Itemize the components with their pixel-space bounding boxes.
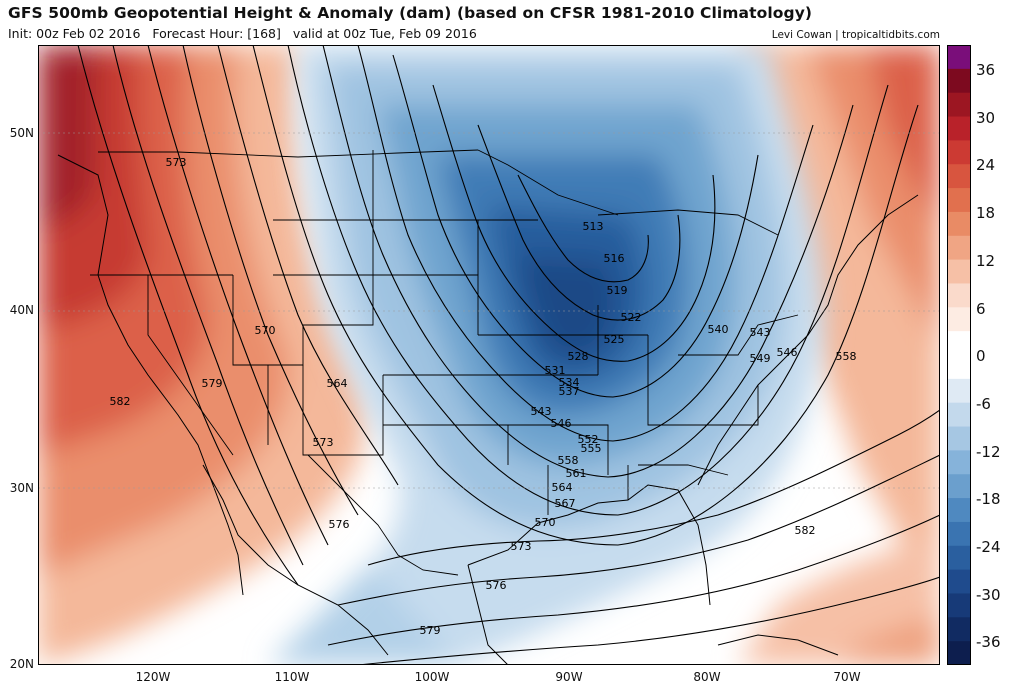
colorbar-label: 0 xyxy=(976,347,986,366)
weather-map: 5735705795825645735765795765735705675645… xyxy=(38,45,940,665)
colorbar-label: -12 xyxy=(976,442,1001,461)
contour-label: 558 xyxy=(836,350,857,363)
lon-label-120w: 120W xyxy=(135,670,171,684)
contour-label: 582 xyxy=(110,395,131,408)
contour-label: 555 xyxy=(581,442,602,455)
colorbar-cell xyxy=(947,211,971,237)
colorbar-cell xyxy=(947,545,971,571)
init-time: Init: 00z Feb 02 2016 xyxy=(8,26,141,41)
colorbar-cell xyxy=(947,474,971,499)
colorbar-cell xyxy=(947,259,971,284)
colorbar-cell xyxy=(947,402,971,428)
colorbar-cell xyxy=(947,426,971,451)
colorbar-label: 6 xyxy=(976,299,986,318)
colorbar-label: 12 xyxy=(976,251,996,270)
colorbar-label: -18 xyxy=(976,490,1001,509)
contour-label: 543 xyxy=(750,326,771,339)
colorbar-label: -6 xyxy=(976,394,991,413)
colorbar-cell xyxy=(947,355,971,380)
contour-label: 522 xyxy=(621,311,642,324)
forecast-hour: Forecast Hour: [168] xyxy=(152,26,281,41)
map-subtitle: Init: 00z Feb 02 2016 Forecast Hour: [16… xyxy=(8,26,477,41)
colorbar-cell xyxy=(947,92,971,118)
height-contours xyxy=(77,45,940,665)
lon-label-90w: 90W xyxy=(555,670,583,684)
contour-label: 534 xyxy=(559,376,580,389)
lon-label-80w: 80W xyxy=(693,670,721,684)
contour-label: 561 xyxy=(566,467,587,480)
contour-label: 513 xyxy=(583,220,604,233)
contour-label: 516 xyxy=(604,252,625,265)
lon-label-70w: 70W xyxy=(833,670,861,684)
contour-label: 582 xyxy=(795,524,816,537)
warm-anomaly-west xyxy=(38,45,367,665)
lon-label-110w: 110W xyxy=(274,670,310,684)
colorbar-cell xyxy=(947,641,971,665)
contour-label: 564 xyxy=(327,377,348,390)
colorbar-cell xyxy=(947,331,971,356)
contour-label: 543 xyxy=(531,405,552,418)
contour-label: 576 xyxy=(486,579,507,592)
colorbar-cell xyxy=(947,116,971,141)
colorbar-label: 30 xyxy=(976,108,996,127)
colorbar-label: -36 xyxy=(976,633,1001,652)
contour-label: 540 xyxy=(708,323,729,336)
contour-label: 546 xyxy=(777,346,798,359)
colorbar-cell xyxy=(947,617,971,642)
colorbar-label: 36 xyxy=(976,61,996,79)
lat-label-40n: 40N xyxy=(9,303,34,317)
colorbar-cell xyxy=(947,521,971,547)
credit-text: Levi Cowan | tropicaltidbits.com xyxy=(771,29,940,41)
contour-label: 531 xyxy=(545,364,566,377)
colorbar-cell xyxy=(947,378,971,404)
contour-label: 576 xyxy=(329,518,350,531)
colorbar-cell xyxy=(947,569,971,594)
colorbar-cell xyxy=(947,188,971,213)
contour-label: 579 xyxy=(202,377,223,390)
colorbar-cell xyxy=(947,283,971,308)
map-frame xyxy=(38,45,940,665)
colorbar-cell xyxy=(947,307,971,332)
colorbar-cell xyxy=(947,164,971,189)
lat-label-30n: 30N xyxy=(9,481,34,495)
contour-label-layer: 5735705795825645735765795765735705675645… xyxy=(110,156,857,637)
contour-label: 570 xyxy=(255,324,276,337)
contour-label: 573 xyxy=(313,436,334,449)
contour-label: 546 xyxy=(551,417,572,430)
colorbar-label: -24 xyxy=(976,538,1001,556)
contour-label: 528 xyxy=(568,350,589,363)
contour-label: 519 xyxy=(607,284,628,297)
contour-label: 573 xyxy=(166,156,187,169)
contour-label: 558 xyxy=(558,454,579,467)
map-title: GFS 500mb Geopotential Height & Anomaly … xyxy=(8,4,813,22)
contour-label: 570 xyxy=(535,516,556,529)
lon-label-100w: 100W xyxy=(414,670,450,684)
contour-label: 525 xyxy=(604,333,625,346)
graticule xyxy=(38,132,940,489)
colorbar-cell xyxy=(947,498,971,523)
contour-label: 564 xyxy=(552,481,573,494)
contour-label: 579 xyxy=(420,624,441,637)
contour-label: 567 xyxy=(555,497,576,510)
contour-label: 552 xyxy=(578,433,599,446)
colorbar-cell xyxy=(947,140,971,165)
colorbar-cell xyxy=(947,450,971,475)
contour-label: 537 xyxy=(559,385,580,398)
valid-time: valid at 00z Tue, Feb 09 2016 xyxy=(292,26,477,41)
colorbar-cell xyxy=(947,68,971,94)
colorbar-cell xyxy=(947,593,971,618)
anomaly-colorbar xyxy=(947,45,971,665)
contour-label: 549 xyxy=(750,352,771,365)
colorbar-cell xyxy=(947,45,971,70)
colorbar-label: 18 xyxy=(976,204,996,223)
colorbar-label: -30 xyxy=(976,585,1001,604)
lat-label-20n: 20N xyxy=(9,657,34,671)
colorbar-label: 24 xyxy=(976,156,996,175)
lat-label-50n: 50N xyxy=(9,126,34,140)
contour-label: 573 xyxy=(511,540,532,553)
colorbar-cell xyxy=(947,235,971,261)
